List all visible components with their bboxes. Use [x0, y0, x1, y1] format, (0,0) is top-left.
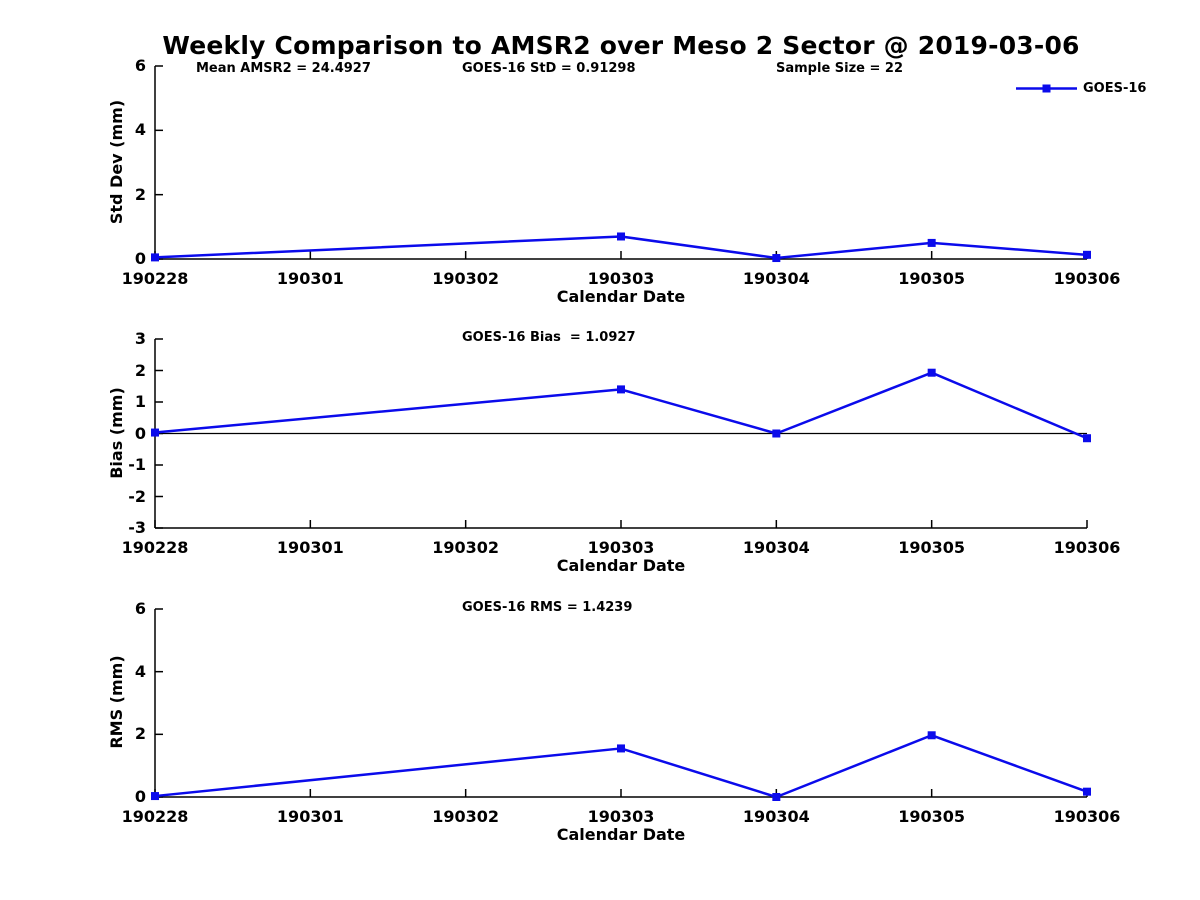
x-tick-label: 190302 — [432, 807, 500, 826]
annotation-text: GOES-16 Bias = 1.0927 — [462, 330, 636, 345]
y-tick-label: 2 — [134, 360, 146, 380]
x-tick-label: 190302 — [432, 269, 500, 288]
x-tick-label: 190306 — [1053, 269, 1121, 288]
x-tick-label: 190305 — [898, 269, 966, 288]
legend-marker — [1042, 84, 1051, 93]
y-tick-label: 0 — [134, 787, 146, 806]
y-tick-label: 0 — [134, 249, 146, 268]
y-axis-title: Bias (mm) — [107, 386, 126, 479]
x-tick-label: 190306 — [1053, 807, 1121, 826]
x-tick-label: 190306 — [1053, 538, 1121, 557]
data-point-marker — [617, 744, 625, 753]
y-tick-label: 4 — [134, 120, 146, 140]
data-point-marker — [1083, 434, 1091, 443]
data-point-marker — [927, 731, 936, 740]
data-point-marker — [151, 792, 159, 801]
series-line-goes-16 — [154, 371, 1088, 440]
x-tick-label: 190304 — [742, 538, 810, 557]
y-tick-label: 2 — [134, 184, 146, 204]
data-point-marker — [1083, 250, 1091, 259]
annotation-text: Mean AMSR2 = 24.4927 — [196, 61, 371, 76]
x-tick-label: 190301 — [276, 807, 344, 826]
data-point-marker — [617, 232, 625, 241]
x-tick-label: 190228 — [121, 807, 189, 826]
x-tick-label: 190228 — [121, 269, 189, 288]
y-tick-label: 2 — [134, 724, 146, 744]
y-tick-label: -2 — [128, 486, 146, 506]
data-point-marker — [927, 368, 936, 377]
x-tick-label: 190302 — [432, 538, 500, 557]
data-point-marker — [151, 428, 159, 437]
y-axis-title: Std Dev (mm) — [107, 99, 126, 224]
data-point-marker — [772, 254, 781, 263]
x-axis-title: Calendar Date — [556, 556, 686, 575]
x-tick-label: 190305 — [898, 538, 966, 557]
y-tick-label: -1 — [128, 455, 146, 474]
y-tick-label: 3 — [134, 329, 146, 348]
data-point-marker — [772, 429, 781, 438]
x-tick-label: 190301 — [276, 269, 344, 288]
figure-title: Weekly Comparison to AMSR2 over Meso 2 S… — [162, 31, 1080, 60]
annotation-text: GOES-16 StD = 0.91298 — [462, 61, 636, 76]
x-axis-title: Calendar Date — [556, 287, 686, 306]
y-tick-label: 4 — [134, 661, 146, 681]
y-axis-title: RMS (mm) — [107, 655, 126, 749]
data-point-marker — [617, 385, 625, 394]
y-tick-label: 6 — [134, 599, 146, 618]
x-tick-label: 190304 — [742, 807, 810, 826]
x-axis-title: Calendar Date — [556, 825, 686, 844]
data-point-marker — [772, 793, 781, 801]
y-tick-label: 1 — [134, 392, 146, 411]
x-tick-label: 190303 — [587, 538, 655, 557]
x-tick-label: 190305 — [898, 807, 966, 826]
y-tick-label: 6 — [134, 56, 146, 75]
annotation-text: GOES-16 RMS = 1.4239 — [462, 600, 633, 615]
legend-label: GOES-16 — [1083, 81, 1147, 96]
data-point-marker — [151, 253, 159, 262]
x-tick-label: 190304 — [742, 269, 810, 288]
x-tick-label: 190303 — [587, 269, 655, 288]
data-point-marker — [1083, 787, 1091, 796]
x-tick-label: 190303 — [587, 807, 655, 826]
x-tick-label: 190301 — [276, 538, 344, 557]
y-tick-label: -3 — [128, 518, 146, 537]
annotation-text: Sample Size = 22 — [776, 61, 904, 76]
x-tick-label: 190228 — [121, 538, 189, 557]
y-tick-label: 0 — [134, 423, 146, 443]
data-point-marker — [927, 238, 936, 247]
